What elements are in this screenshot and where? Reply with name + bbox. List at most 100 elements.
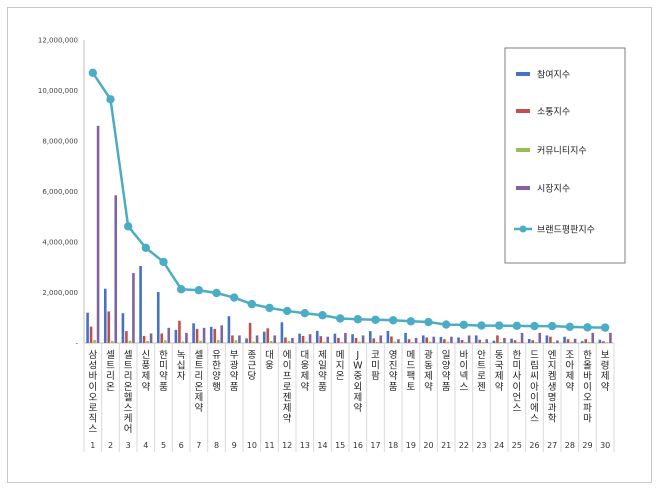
- bar-시장지수: [132, 273, 135, 343]
- bar-커뮤니티지수: [234, 340, 238, 343]
- bar-시장지수: [167, 327, 171, 343]
- rank-label: 12: [282, 441, 292, 450]
- bar-시장지수: [379, 335, 383, 343]
- line-point: [477, 321, 486, 330]
- bar-시장지수: [503, 337, 506, 343]
- bar-커뮤니티지수: [499, 341, 503, 343]
- bar-소통지수: [390, 336, 393, 343]
- bar-참여지수: [563, 336, 566, 343]
- bar-참여지수: [527, 338, 531, 343]
- rank-label: 24: [494, 441, 504, 450]
- bar-소통지수: [213, 328, 217, 343]
- line-point: [335, 314, 345, 323]
- bar-참여지수: [457, 337, 460, 343]
- bar-소통지수: [266, 328, 270, 343]
- bar-커뮤니티지수: [517, 341, 520, 343]
- line-point: [547, 321, 557, 331]
- y-tick-label: 2,000,000: [42, 289, 78, 297]
- rank-label: 5: [161, 441, 166, 450]
- rank-label: 20: [423, 441, 433, 450]
- bar-커뮤니티지수: [146, 340, 149, 343]
- bar-소통지수: [160, 333, 164, 343]
- rank-label: 7: [196, 441, 201, 450]
- bar-참여지수: [474, 335, 478, 343]
- y-tick-label: -: [75, 340, 78, 348]
- bar-참여지수: [315, 330, 319, 343]
- bar-참여지수: [174, 329, 178, 343]
- bar-커뮤니티지수: [305, 341, 308, 343]
- rank-label: 1: [90, 441, 95, 450]
- rank-label: 19: [406, 441, 416, 450]
- line-point: [176, 285, 186, 294]
- bar-소통지수: [407, 339, 411, 343]
- bar-소통지수: [337, 337, 340, 343]
- bar-소통지수: [89, 326, 93, 343]
- legend-label: 브랜드평판지수: [537, 225, 595, 236]
- bar-참여지수: [86, 312, 89, 343]
- bar-커뮤니티지수: [552, 341, 556, 343]
- rank-label: 28: [565, 441, 575, 450]
- bar-소통지수: [425, 337, 429, 343]
- line-point: [371, 315, 380, 324]
- rank-label: 13: [300, 441, 310, 450]
- bar-커뮤니티지수: [269, 340, 273, 343]
- bar-소통지수: [496, 335, 499, 343]
- line-point: [282, 306, 292, 316]
- bar-소통지수: [354, 337, 358, 343]
- y-tick-label: 8,000,000: [42, 138, 78, 146]
- rank-label: 23: [476, 441, 486, 450]
- bar-시장지수: [556, 340, 559, 343]
- bar-소통지수: [107, 311, 111, 343]
- line-point: [494, 321, 504, 330]
- legend-swatch: [516, 109, 530, 113]
- bar-소통지수: [231, 335, 234, 343]
- bar-커뮤니티지수: [110, 340, 114, 343]
- bar-참여지수: [439, 336, 443, 343]
- bar-커뮤니티지수: [446, 341, 450, 343]
- rank-label: 26: [529, 441, 539, 450]
- bar-시장지수: [361, 335, 365, 343]
- bar-소통지수: [478, 339, 482, 343]
- rank-label: 21: [441, 441, 451, 450]
- legend-label: 시장지수: [537, 184, 570, 195]
- bar-시장지수: [308, 334, 312, 343]
- line-point: [512, 321, 522, 331]
- bar-소통지수: [602, 341, 605, 343]
- bar-커뮤니티지수: [252, 341, 255, 343]
- bar-소통지수: [319, 336, 323, 343]
- line-point: [88, 68, 98, 78]
- bar-시장지수: [573, 338, 577, 343]
- bar-소통지수: [443, 339, 446, 343]
- bar-참여지수: [121, 313, 125, 343]
- legend-swatch: [516, 72, 530, 76]
- bar-시장지수: [414, 337, 418, 343]
- bar-시장지수: [397, 339, 400, 343]
- line-point: [159, 257, 168, 267]
- y-tick-label: 4,000,000: [42, 239, 78, 247]
- rank-label: 3: [126, 441, 131, 450]
- bar-참여지수: [368, 331, 372, 343]
- bar-커뮤니티지수: [534, 341, 538, 343]
- bar-커뮤니티지수: [375, 341, 379, 343]
- rank-label: 27: [547, 441, 557, 450]
- rank-label: 25: [512, 441, 522, 450]
- y-tick-label: 10,000,000: [38, 87, 78, 95]
- bar-참여지수: [245, 338, 248, 343]
- line-point: [530, 321, 539, 331]
- bar-시장지수: [467, 335, 471, 343]
- bar-참여지수: [227, 316, 231, 343]
- bar-소통지수: [178, 320, 181, 343]
